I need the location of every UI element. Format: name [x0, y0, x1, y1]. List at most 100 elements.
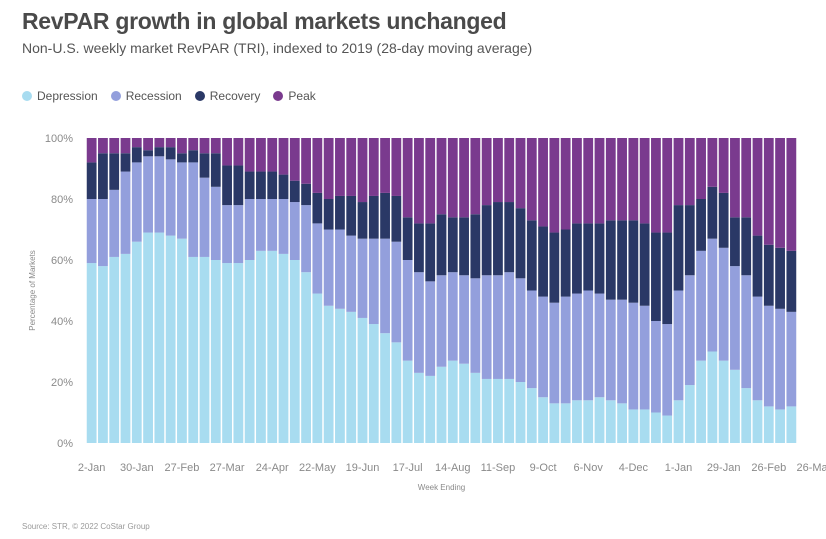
bar-segment-recovery: [244, 171, 255, 199]
bar-segment-recovery: [583, 223, 594, 291]
bar-segment-recovery: [515, 208, 526, 279]
bar-segment-peak: [651, 138, 661, 233]
bar-segment-recovery: [109, 153, 120, 190]
bar-segment-peak: [289, 138, 300, 181]
bar-segment-recovery: [98, 153, 108, 199]
bar-segment-peak: [696, 138, 706, 199]
bar-segment-depression: [289, 260, 300, 443]
bar-segment-peak: [447, 138, 458, 218]
bar-segment-recession: [301, 205, 311, 273]
chart-subtitle: Non-U.S. weekly market RevPAR (TRI), ind…: [22, 40, 533, 56]
bar-segment-recession: [504, 272, 515, 379]
bar-segment-depression: [199, 256, 210, 443]
bar-segment-recovery: [402, 217, 413, 260]
bar-segment-recovery: [459, 217, 469, 276]
bar-segment-peak: [481, 138, 492, 206]
bar-segment-recession: [763, 305, 774, 407]
bar-segment-recession: [323, 229, 334, 306]
bar-segment-recession: [605, 299, 616, 401]
bar-segment-recession: [628, 302, 639, 410]
bar-segment-depression: [346, 311, 357, 443]
bar-segment-recession: [188, 162, 199, 257]
bar-segment-peak: [560, 138, 571, 230]
bar-segment-recovery: [493, 202, 503, 276]
bar-segment-recession: [425, 281, 436, 376]
bar-segment-peak: [86, 138, 97, 163]
bar-segment-depression: [436, 366, 447, 443]
bar-segment-recession: [673, 290, 684, 401]
bar-segment-recovery: [165, 147, 176, 160]
legend-item-recession: Recession: [110, 89, 182, 103]
bar-segment-recession: [368, 238, 379, 325]
bar-segment-peak: [730, 138, 740, 218]
bar-segment-recovery: [312, 192, 323, 224]
bar-segment-depression: [391, 342, 402, 443]
bar-segment-peak: [244, 138, 255, 172]
bar-segment-recovery: [673, 205, 684, 291]
bar-segment-recession: [538, 296, 548, 398]
x-tick-label: 22-May: [299, 462, 336, 474]
bar-segment-recession: [402, 260, 413, 361]
bar-segment-depression: [628, 409, 639, 443]
bar-segment-depression: [583, 400, 594, 443]
bar-segment-recession: [696, 250, 706, 361]
y-tick-label: 100%: [45, 133, 73, 145]
bar-segment-depression: [493, 378, 503, 443]
legend-swatch-recession: [110, 91, 121, 101]
x-tick-label: 6-Nov: [574, 462, 604, 474]
x-tick-label: 27-Feb: [165, 462, 200, 474]
bar-segment-recession: [549, 302, 560, 404]
legend-label-recession: Recession: [125, 89, 182, 103]
bar-segment-peak: [346, 138, 357, 196]
bar-segment-recession: [120, 171, 131, 254]
legend-label-depression: Depression: [37, 89, 98, 103]
legend-swatch-recovery: [194, 91, 205, 101]
bar-segment-recession: [718, 247, 729, 361]
bar-segment-recovery: [718, 192, 729, 248]
bar-segment-recession: [199, 177, 210, 257]
bar-segment-recovery: [628, 220, 639, 303]
legend-item-recovery: Recovery: [194, 89, 260, 103]
bar-segment-peak: [752, 138, 763, 236]
bar-segment-depression: [301, 272, 311, 443]
x-tick-label: 9-Oct: [530, 462, 557, 474]
bar-segment-recovery: [368, 195, 379, 239]
bar-segment-recovery: [436, 214, 447, 276]
bar-segment-recession: [651, 321, 661, 413]
bar-segment-recovery: [267, 171, 278, 199]
bar-segment-depression: [639, 409, 650, 443]
x-tick-label: 2-Jan: [78, 462, 106, 474]
bar-segment-recession: [639, 305, 650, 410]
bar-segment-peak: [470, 138, 481, 215]
bar-segment-recovery: [289, 180, 300, 203]
legend-swatch-peak: [273, 91, 284, 101]
bar-segment-depression: [752, 400, 763, 443]
bar-segment-peak: [256, 138, 266, 172]
bar-segment-recovery: [278, 174, 289, 199]
bar-segment-peak: [312, 138, 323, 193]
bar-segment-peak: [199, 138, 210, 154]
source-note: Source: STR, © 2022 CoStar Group: [22, 522, 150, 531]
bar-segment-recovery: [199, 153, 210, 178]
bar-segment-recession: [154, 156, 165, 233]
bar-segment-recession: [775, 308, 785, 410]
bar-segment-recession: [414, 272, 424, 373]
bar-segment-recession: [470, 278, 481, 373]
bar-segment-depression: [357, 317, 368, 443]
y-axis-title: Percentage of Markets: [28, 250, 37, 330]
bar-segment-depression: [549, 403, 560, 443]
bar-segment-depression: [741, 388, 752, 443]
bar-segment-depression: [143, 232, 153, 443]
bar-segment-peak: [436, 138, 447, 215]
bar-segment-depression: [560, 403, 571, 443]
bar-segment-peak: [165, 138, 176, 148]
bar-segment-recovery: [131, 147, 142, 163]
bar-segment-recession: [346, 235, 357, 312]
bar-segment-recovery: [730, 217, 740, 267]
bar-segment-peak: [335, 138, 345, 196]
bar-segment-recovery: [447, 217, 458, 273]
bar-segment-recession: [662, 324, 673, 416]
bar-segment-depression: [763, 406, 774, 443]
bar-segment-recession: [786, 311, 797, 407]
